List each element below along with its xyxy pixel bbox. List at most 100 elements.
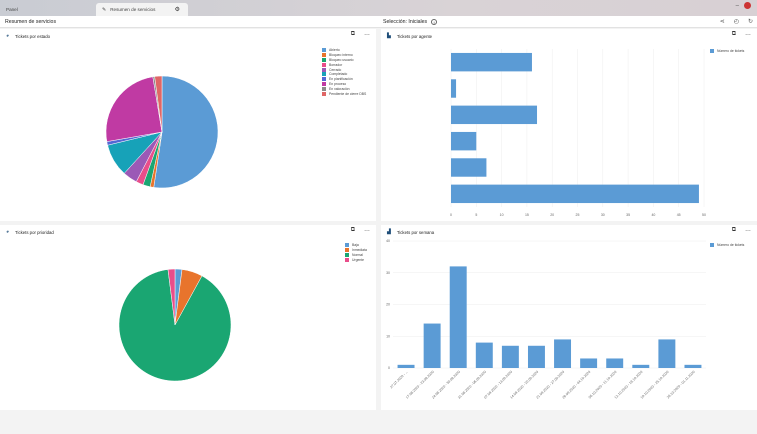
legend-item[interactable]: En proceso [322, 81, 366, 87]
close-icon[interactable]: ⚙ [174, 7, 180, 13]
panel-tickets-semana: ▟ Tickets por semana ⧉ … 0 10 20 30 40 27.07.… [381, 225, 757, 410]
legend-label: Inmediata [352, 248, 367, 253]
bar[interactable] [632, 364, 650, 368]
legend-swatch [322, 53, 326, 58]
panel-actions: ⧉ … [732, 227, 751, 234]
tab-resumen[interactable]: ✎ Resumen de servicios ⚙ [96, 3, 188, 16]
y-tick-label: 20 [386, 303, 390, 307]
x-tick-label: 25 [576, 213, 580, 217]
x-tick-label: 35 [626, 213, 630, 217]
x-tick-label: 26.10.2020 - 01.11.2020 [666, 370, 696, 400]
legend-label: En valoración [329, 86, 350, 91]
more-icon[interactable]: … [364, 227, 370, 233]
bar[interactable] [684, 364, 702, 368]
legend-item[interactable]: Cerrado [322, 67, 366, 72]
panel-title-text: Tickets por prioridad [15, 229, 54, 235]
bar[interactable] [451, 158, 487, 177]
tab-panel[interactable]: Panel [0, 3, 96, 16]
legend-label: Bloqueo interno [329, 53, 353, 58]
x-tick-label: 30 [601, 213, 605, 217]
share-icon[interactable]: ⋖ [719, 19, 725, 25]
x-tick-label: 10 [500, 213, 504, 217]
legend-label: Baja [352, 243, 359, 248]
legend-swatch [322, 62, 326, 67]
x-tick-label: 17.08.2020 - 23.08.2020 [405, 370, 435, 400]
pie-slice[interactable] [153, 75, 219, 189]
copy-icon[interactable]: ⧉ [350, 227, 355, 233]
legend-label: En proceso [329, 81, 347, 86]
pin-icon: ✎ [102, 6, 107, 13]
legend-item[interactable]: Abierto [322, 48, 366, 53]
legend-swatch [322, 48, 326, 53]
bar[interactable] [423, 323, 441, 368]
refresh-icon[interactable]: ↻ [747, 19, 753, 25]
legend-swatch [322, 57, 326, 62]
legend-item[interactable]: Bloqueo interno [322, 53, 366, 58]
legend-item[interactable]: En planificación [322, 77, 366, 82]
x-tick-label: 40 [651, 213, 655, 217]
bar[interactable] [475, 342, 493, 368]
copy-icon[interactable]: ⧉ [350, 31, 355, 37]
dashboard-header: Resumen de servicios Selección: Iniciale… [0, 16, 757, 28]
bar[interactable] [554, 339, 572, 368]
legend-item[interactable]: Inmediata [345, 248, 367, 253]
pie-slice[interactable] [118, 269, 232, 382]
pie-chart-prioridad [118, 268, 232, 382]
bar[interactable] [397, 364, 415, 368]
legend-item[interactable]: Completado [322, 72, 366, 77]
pie-slice[interactable] [167, 268, 176, 326]
pie-slice[interactable] [105, 76, 163, 142]
bar[interactable] [451, 131, 477, 151]
browser-tab-bar: Panel ✎ Resumen de servicios ⚙ – [0, 0, 757, 16]
legend-label: Normal [352, 252, 363, 257]
legend-item[interactable]: Urgente [345, 257, 367, 262]
bar[interactable] [658, 339, 676, 368]
more-icon[interactable]: … [745, 31, 751, 37]
window-controls: – [736, 2, 751, 9]
minimize-icon[interactable]: – [735, 2, 739, 9]
bar[interactable] [451, 105, 538, 125]
pie-slice[interactable] [154, 75, 163, 133]
bar[interactable] [527, 345, 545, 368]
legend-swatch [345, 243, 349, 248]
legend-swatch [345, 257, 349, 262]
x-tick-label: 21.09.2020 - 27.09.2020 [535, 370, 565, 400]
legend-label: Cerrado [329, 67, 342, 72]
bar[interactable] [451, 184, 699, 204]
tab-resumen-label: Resumen de servicios [110, 7, 156, 12]
legend-label: Bloqueo usuario [329, 57, 354, 62]
legend-label: Completado [329, 72, 348, 77]
legend-estado: Abierto Bloqueo interno Bloqueo usuario Bor… [322, 48, 366, 96]
bar[interactable] [606, 358, 624, 368]
legend-item[interactable]: Normal [345, 252, 367, 258]
notification-icon[interactable] [744, 2, 751, 9]
header-actions: ⋖ ◴ ↻ [720, 18, 753, 25]
bar[interactable] [449, 266, 467, 368]
bar[interactable] [451, 79, 457, 98]
bar-chart-semana: 0 10 20 30 40 27.07.2020 - ...17.08.2020 - 23… [386, 239, 706, 400]
bar[interactable] [580, 358, 598, 368]
timer-icon[interactable]: ◴ [733, 19, 739, 25]
more-icon[interactable]: … [745, 227, 751, 233]
legend-label: Número de tickets [717, 243, 745, 248]
legend-item[interactable]: Pendiente de cierre DBS [322, 91, 366, 96]
x-tick-label: 20 [550, 213, 554, 217]
legend-label: Urgente [352, 257, 365, 262]
legend-item[interactable]: En valoración [322, 86, 366, 91]
pie-chart-icon: ◕ [6, 33, 10, 39]
legend-item[interactable]: Baja [345, 243, 367, 248]
legend-swatch [322, 81, 326, 86]
legend-item: Número de tickets [710, 243, 744, 248]
copy-icon[interactable]: ⧉ [731, 31, 736, 37]
panel-actions: ⧉ … [351, 227, 370, 234]
copy-icon[interactable]: ⧉ [731, 227, 736, 233]
info-icon[interactable]: i [431, 19, 438, 25]
legend-prioridad: Baja Inmediata Normal Urgente [345, 243, 367, 262]
more-icon[interactable]: … [364, 31, 370, 37]
bar[interactable] [501, 345, 519, 368]
legend-item[interactable]: Borrador [322, 62, 366, 67]
legend-item[interactable]: Bloqueo usuario [322, 57, 366, 63]
panel-title: ◕ Tickets por estado [6, 33, 50, 39]
x-tick-label: 5 [475, 213, 477, 217]
bar[interactable] [451, 52, 532, 72]
